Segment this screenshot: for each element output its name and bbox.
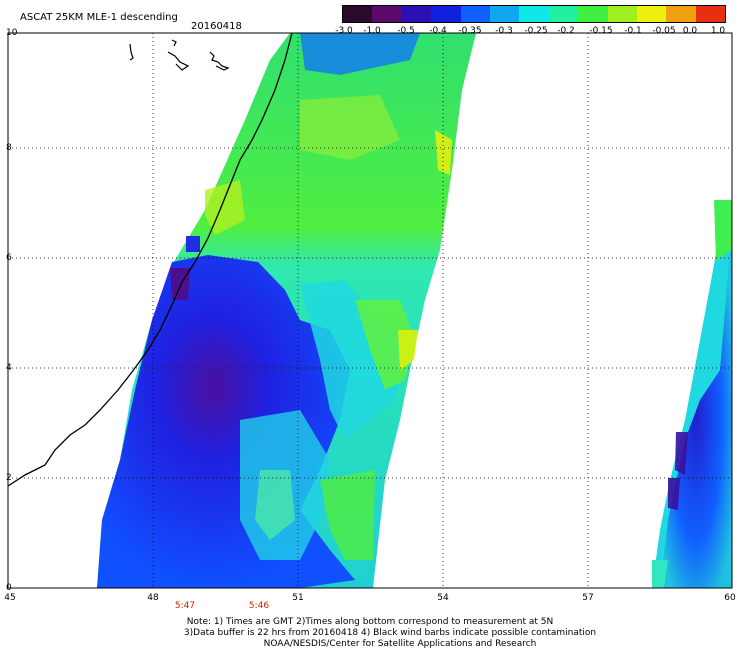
lon-tick-label: 51 (292, 593, 304, 603)
lon-tick-label: 45 (4, 593, 16, 603)
colorbar-label: -0.1 (624, 26, 642, 36)
colorbar-swatch (695, 6, 726, 22)
product-title: ASCAT 25KM MLE-1 descending (20, 12, 178, 23)
islands (129, 39, 230, 71)
colorbar-swatch (343, 6, 373, 22)
colorbar-swatch (401, 6, 432, 22)
colorbar-swatch (607, 6, 637, 22)
colorbar-swatch (666, 6, 696, 22)
colorbar-swatch (578, 6, 608, 22)
colorbar-label: -0.05 (652, 26, 676, 36)
map-frame (7, 32, 733, 589)
lat-tick-label: 2 (6, 473, 12, 483)
colorbar-swatch (460, 6, 490, 22)
note-line: 3)Data buffer is 22 hrs from 20160418 4)… (183, 628, 597, 638)
colorbar-label: -0.15 (589, 26, 613, 36)
colorbar-label: -1.0 (363, 26, 381, 36)
lon-tick-label: 48 (147, 593, 159, 603)
colorbar-label: 0.0 (682, 26, 698, 36)
colorbar-label: -0.35 (458, 26, 482, 36)
colorbar (342, 5, 726, 23)
colorbar-label: -0.25 (524, 26, 548, 36)
colorbar-swatch (548, 6, 579, 22)
product-date: 20160418 (191, 21, 242, 32)
colorbar-label: -0.3 (495, 26, 513, 36)
note-line: Note: 1) Times are GMT 2)Times along bot… (186, 617, 554, 627)
colorbar-label: -3.0 (335, 26, 353, 36)
colorbar-swatch (372, 6, 402, 22)
map-grid (8, 33, 732, 588)
lat-tick-label: 4 (6, 363, 12, 373)
colorbar-label: -0.2 (557, 26, 575, 36)
lon-tick-label: 57 (582, 593, 594, 603)
colorbar-swatch (636, 6, 667, 22)
lat-tick-label: 6 (6, 253, 12, 263)
lat-tick-label: 0 (6, 583, 12, 593)
colorbar-swatch (519, 6, 549, 22)
lon-tick-label: 60 (724, 593, 736, 603)
lat-tick-label: 8 (6, 143, 12, 153)
time-label: 5:46 (248, 601, 270, 611)
note-line: NOAA/NESDIS/Center for Satellite Applica… (263, 639, 537, 649)
coastline (7, 32, 293, 487)
time-label: 5:47 (174, 601, 196, 611)
colorbar-swatch (489, 6, 520, 22)
right-swath (652, 200, 732, 588)
lat-tick-label: 10 (6, 28, 18, 38)
colorbar-label: 1.0 (710, 26, 726, 36)
colorbar-label: -0.5 (397, 26, 415, 36)
colorbar-swatch (431, 6, 461, 22)
main-swath (97, 33, 476, 588)
colorbar-label: -0.4 (429, 26, 447, 36)
lon-tick-label: 54 (437, 593, 449, 603)
